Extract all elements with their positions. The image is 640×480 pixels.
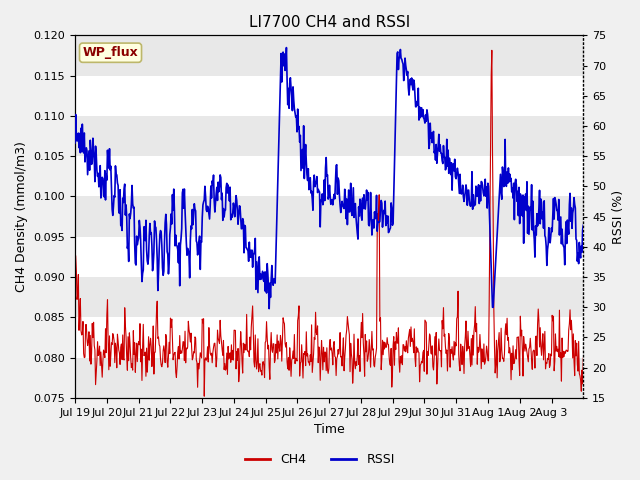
- Bar: [75, 36, 583, 76]
- Bar: [75, 156, 583, 196]
- Bar: [75, 116, 583, 156]
- Y-axis label: RSSI (%): RSSI (%): [612, 190, 625, 244]
- Title: LI7700 CH4 and RSSI: LI7700 CH4 and RSSI: [248, 15, 410, 30]
- Bar: [75, 358, 583, 398]
- Legend: CH4, RSSI: CH4, RSSI: [240, 448, 400, 471]
- Y-axis label: CH4 Density (mmol/m3): CH4 Density (mmol/m3): [15, 141, 28, 292]
- Bar: [75, 277, 583, 317]
- X-axis label: Time: Time: [314, 423, 344, 436]
- Bar: [75, 237, 583, 277]
- Text: WP_flux: WP_flux: [83, 46, 138, 59]
- Bar: [75, 76, 583, 116]
- Bar: [75, 317, 583, 358]
- Bar: [75, 196, 583, 237]
